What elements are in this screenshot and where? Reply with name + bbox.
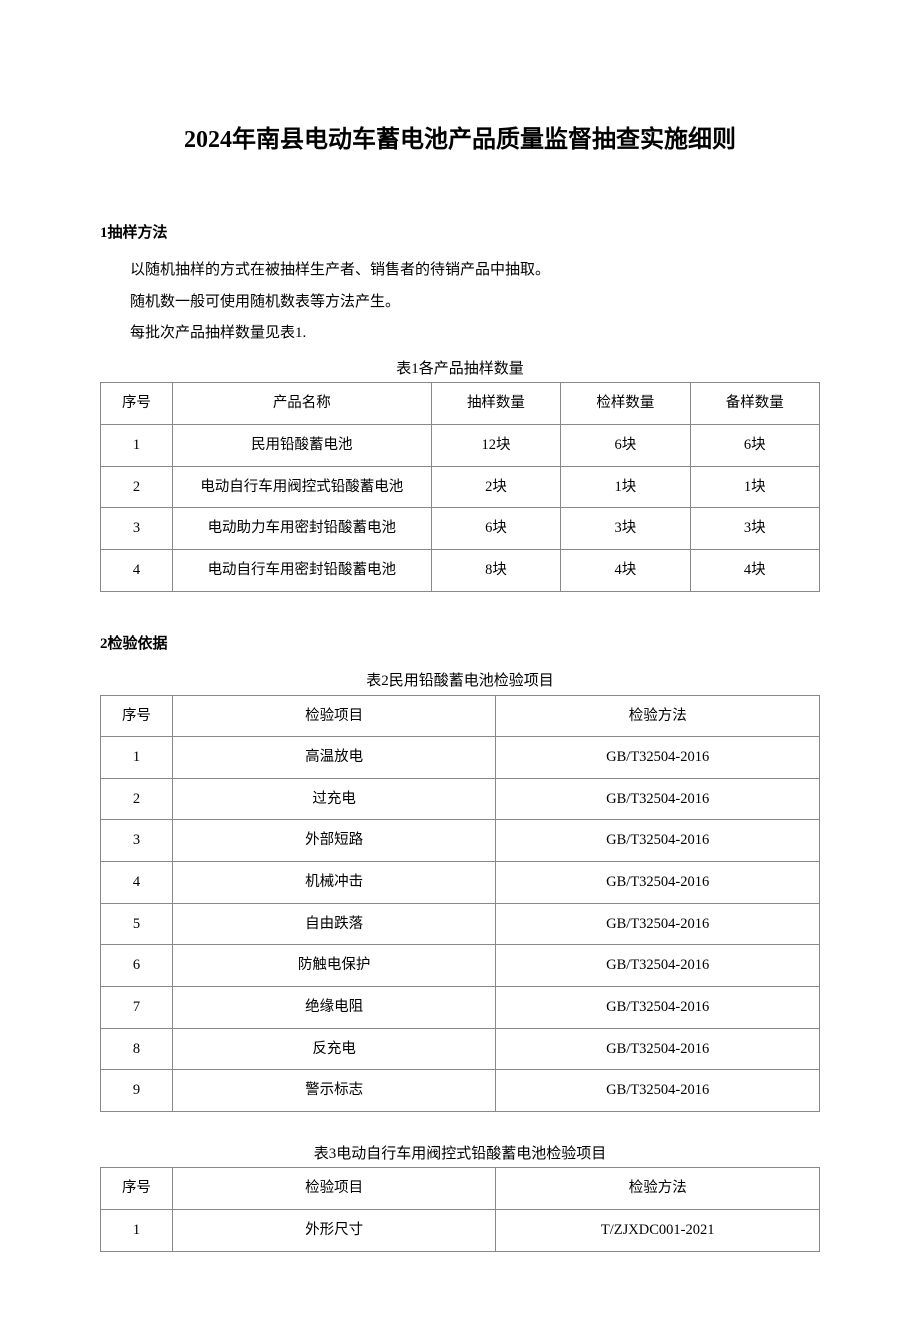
table-cell: GB/T32504-2016 (496, 903, 820, 945)
table-cell: 自由跌落 (172, 903, 496, 945)
table-cell: 12块 (431, 424, 560, 466)
table-cell: 机械冲击 (172, 862, 496, 904)
table-cell: 6块 (431, 508, 560, 550)
table-header-cell: 产品名称 (172, 383, 431, 425)
table-cell: 5 (101, 903, 173, 945)
table-cell: 6块 (690, 424, 819, 466)
table-header-row: 序号 产品名称 抽样数量 检样数量 备样数量 (101, 383, 820, 425)
table-cell: 3块 (690, 508, 819, 550)
table-header-cell: 序号 (101, 1168, 173, 1210)
table-cell: 3块 (561, 508, 690, 550)
table-cell: 7 (101, 986, 173, 1028)
table-row: 9 警示标志 GB/T32504-2016 (101, 1070, 820, 1112)
document-title: 2024年南县电动车蓄电池产品质量监督抽查实施细则 (100, 120, 820, 161)
table-cell: 外部短路 (172, 820, 496, 862)
table-header-cell: 备样数量 (690, 383, 819, 425)
table1: 序号 产品名称 抽样数量 检样数量 备样数量 1 民用铅酸蓄电池 12块 6块 … (100, 382, 820, 591)
table-header-cell: 检验方法 (496, 695, 820, 737)
table-cell: 4 (101, 549, 173, 591)
table-row: 6 防触电保护 GB/T32504-2016 (101, 945, 820, 987)
table-cell: 3 (101, 508, 173, 550)
table-header-cell: 检验方法 (496, 1168, 820, 1210)
table-cell: GB/T32504-2016 (496, 1028, 820, 1070)
table-cell: 4 (101, 862, 173, 904)
section1-paragraph: 以随机抽样的方式在被抽样生产者、销售者的待销产品中抽取。 (100, 258, 820, 284)
table-cell: 1 (101, 737, 173, 779)
table-cell: GB/T32504-2016 (496, 862, 820, 904)
table-cell: 民用铅酸蓄电池 (172, 424, 431, 466)
table3: 序号 检验项目 检验方法 1 外形尺寸 T/ZJXDC001-2021 (100, 1167, 820, 1251)
table-cell: 外形尺寸 (172, 1210, 496, 1252)
table-row: 3 电动助力车用密封铅酸蓄电池 6块 3块 3块 (101, 508, 820, 550)
table-cell: 2 (101, 466, 173, 508)
table-cell: 3 (101, 820, 173, 862)
table-row: 4 机械冲击 GB/T32504-2016 (101, 862, 820, 904)
table-cell: 防触电保护 (172, 945, 496, 987)
table-row: 3 外部短路 GB/T32504-2016 (101, 820, 820, 862)
table-row: 7 绝缘电阻 GB/T32504-2016 (101, 986, 820, 1028)
table-header-cell: 序号 (101, 383, 173, 425)
table-row: 8 反充电 GB/T32504-2016 (101, 1028, 820, 1070)
table2-caption: 表2民用铅酸蓄电池检验项目 (100, 669, 820, 695)
table-row: 1 高温放电 GB/T32504-2016 (101, 737, 820, 779)
table-header-cell: 检验项目 (172, 1168, 496, 1210)
table-cell: GB/T32504-2016 (496, 1070, 820, 1112)
table-cell: 4块 (690, 549, 819, 591)
table-cell: 6块 (561, 424, 690, 466)
table-cell: 8 (101, 1028, 173, 1070)
table-header-cell: 检样数量 (561, 383, 690, 425)
section1-paragraph: 每批次产品抽样数量见表1. (100, 321, 820, 347)
table-row: 1 民用铅酸蓄电池 12块 6块 6块 (101, 424, 820, 466)
table-header-row: 序号 检验项目 检验方法 (101, 1168, 820, 1210)
table-row: 2 电动自行车用阀控式铅酸蓄电池 2块 1块 1块 (101, 466, 820, 508)
table-cell: 1块 (561, 466, 690, 508)
table-row: 2 过充电 GB/T32504-2016 (101, 778, 820, 820)
table-cell: GB/T32504-2016 (496, 737, 820, 779)
table-cell: GB/T32504-2016 (496, 986, 820, 1028)
table-row: 4 电动自行车用密封铅酸蓄电池 8块 4块 4块 (101, 549, 820, 591)
table-cell: 反充电 (172, 1028, 496, 1070)
table-cell: GB/T32504-2016 (496, 778, 820, 820)
table1-caption: 表1各产品抽样数量 (100, 357, 820, 383)
table-cell: 2 (101, 778, 173, 820)
table-cell: 电动自行车用密封铅酸蓄电池 (172, 549, 431, 591)
table3-caption: 表3电动自行车用阀控式铅酸蓄电池检验项目 (100, 1142, 820, 1168)
table-cell: 1块 (690, 466, 819, 508)
table-cell: 9 (101, 1070, 173, 1112)
table2: 序号 检验项目 检验方法 1 高温放电 GB/T32504-2016 2 过充电… (100, 695, 820, 1112)
table-cell: 1 (101, 424, 173, 466)
table-header-cell: 检验项目 (172, 695, 496, 737)
table-cell: 电动自行车用阀控式铅酸蓄电池 (172, 466, 431, 508)
table-cell: 6 (101, 945, 173, 987)
table-header-cell: 抽样数量 (431, 383, 560, 425)
table-cell: 2块 (431, 466, 560, 508)
table-cell: 过充电 (172, 778, 496, 820)
section1-heading: 1抽样方法 (100, 221, 820, 247)
table-row: 5 自由跌落 GB/T32504-2016 (101, 903, 820, 945)
table-cell: 绝缘电阻 (172, 986, 496, 1028)
section2-heading: 2检验依据 (100, 632, 820, 658)
table-cell: 电动助力车用密封铅酸蓄电池 (172, 508, 431, 550)
table-cell: 高温放电 (172, 737, 496, 779)
table-header-row: 序号 检验项目 检验方法 (101, 695, 820, 737)
table-cell: 1 (101, 1210, 173, 1252)
table-cell: GB/T32504-2016 (496, 945, 820, 987)
table-cell: 8块 (431, 549, 560, 591)
section1-paragraph: 随机数一般可使用随机数表等方法产生。 (100, 290, 820, 316)
table-header-cell: 序号 (101, 695, 173, 737)
table-cell: 4块 (561, 549, 690, 591)
table-cell: 警示标志 (172, 1070, 496, 1112)
table-cell: GB/T32504-2016 (496, 820, 820, 862)
table-row: 1 外形尺寸 T/ZJXDC001-2021 (101, 1210, 820, 1252)
table-cell: T/ZJXDC001-2021 (496, 1210, 820, 1252)
